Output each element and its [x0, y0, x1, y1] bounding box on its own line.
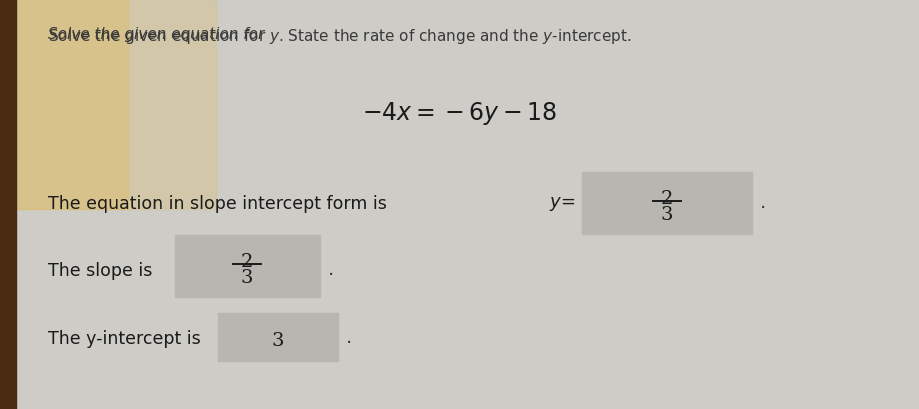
Text: $y\!=\!$: $y\!=\!$: [549, 195, 575, 213]
Bar: [582, 173, 751, 234]
Bar: [130, 0, 220, 209]
Text: .: .: [346, 327, 352, 346]
Text: 3: 3: [241, 268, 253, 286]
Bar: [16, 0, 216, 209]
Text: 3: 3: [271, 331, 284, 349]
Text: The equation in slope intercept form is: The equation in slope intercept form is: [48, 195, 397, 213]
Bar: [16, 0, 216, 209]
Text: 3: 3: [660, 205, 673, 223]
Text: 2: 2: [660, 189, 673, 207]
Text: $-4x = -6y - 18$: $-4x = -6y - 18$: [362, 100, 557, 127]
Text: 2: 2: [241, 252, 253, 270]
Bar: [0, 0, 16, 409]
Text: Solve the given equation for: Solve the given equation for: [48, 27, 269, 42]
Bar: [175, 236, 320, 297]
Bar: [218, 313, 337, 361]
Text: Solve the given equation for $\mathit{y}$. State the rate of change and the $\ma: Solve the given equation for $\mathit{y}…: [48, 27, 630, 46]
Text: The slope is: The slope is: [48, 261, 164, 279]
Text: The y-intercept is: The y-intercept is: [48, 329, 211, 347]
Text: .: .: [759, 193, 766, 211]
Text: .: .: [328, 259, 334, 278]
